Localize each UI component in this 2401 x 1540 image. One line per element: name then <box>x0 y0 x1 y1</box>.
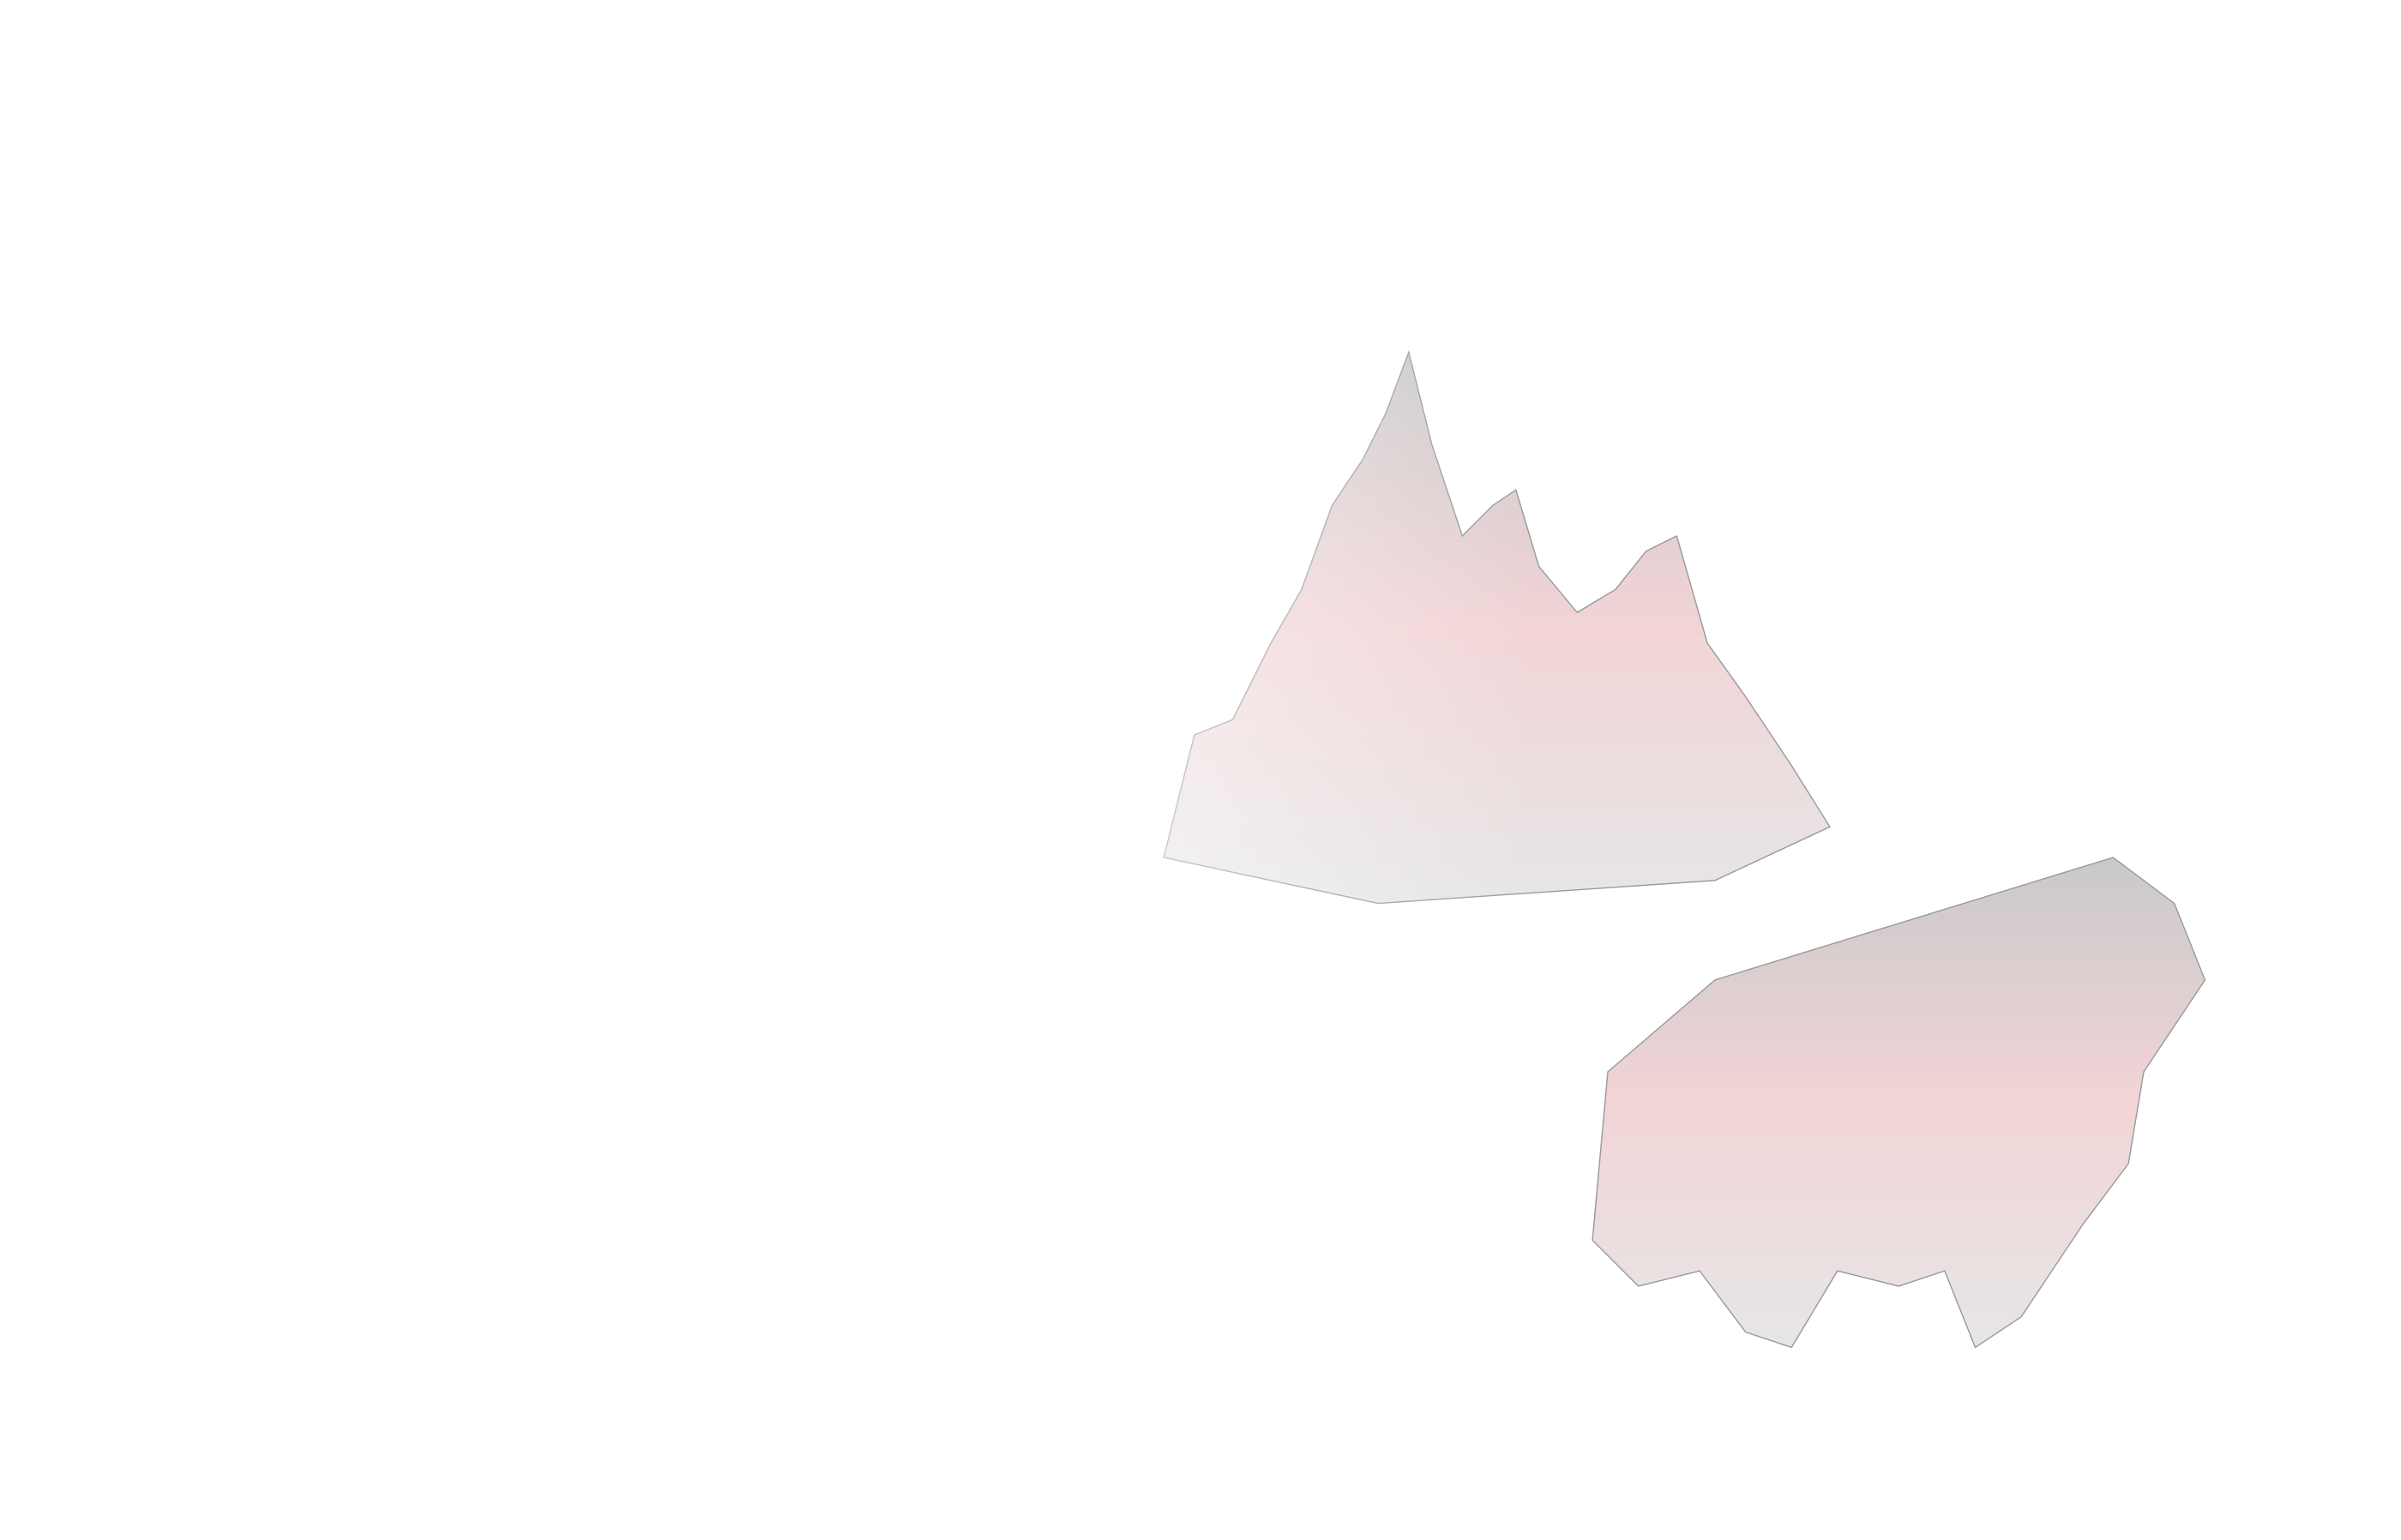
page-body: {"axis_labels": { "x": ["-.00", "0.2", "… <box>0 0 2401 1540</box>
page: html, body { margin: 0; padding: 0; back… <box>0 0 2401 1540</box>
illustration <box>0 0 2401 1540</box>
scene <box>0 0 2401 1540</box>
fade-overlay <box>0 0 2401 1540</box>
